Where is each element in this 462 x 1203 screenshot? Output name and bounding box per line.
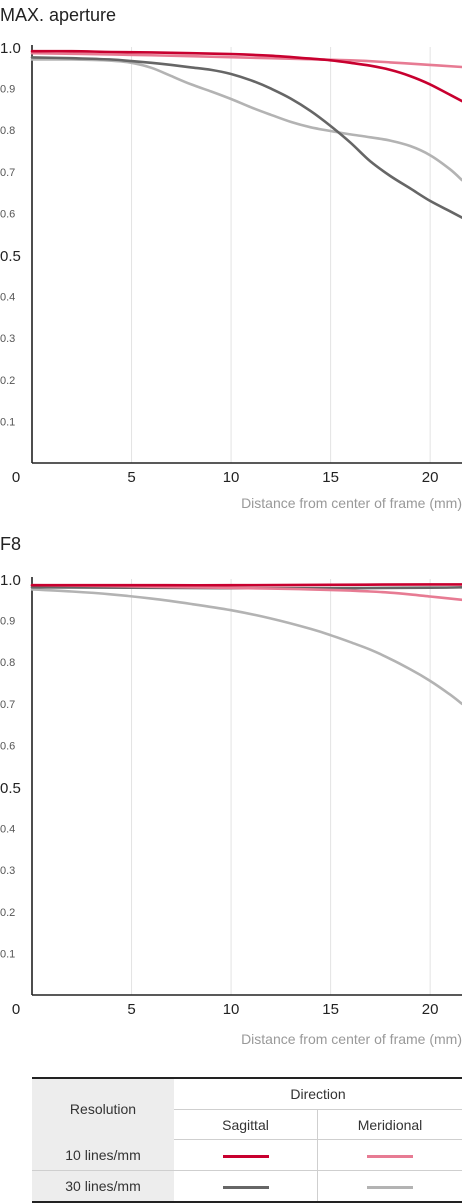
chart2-title: F8 (0, 534, 21, 554)
chart2-x-tick-label: 15 (322, 1001, 339, 1018)
legend-table: Resolution Direction Sagittal Meridional… (32, 1077, 462, 1203)
chart1-y-tick-label: 0.8 (0, 125, 15, 137)
chart1-series-line-3 (32, 57, 462, 217)
chart1-series-line-4 (32, 59, 462, 180)
chart1-y-tick-label: 0.9 (0, 84, 15, 96)
chart2-y-tick-label: 0.7 (0, 699, 15, 711)
direction-header: Direction (174, 1078, 462, 1110)
chart1-y-tick-label: 0.6 (0, 208, 15, 220)
chart2-y-tick-label: 0.9 (0, 616, 15, 628)
chart2-x-axis-label: Distance from center of frame (mm) (241, 1031, 462, 1047)
chart1-x-tick-label: 5 (127, 469, 135, 486)
chart1-title: MAX. aperture (0, 5, 116, 25)
chart2-x-tick-label: 0 (12, 1001, 20, 1018)
chart1-y-tick-label: 0.7 (0, 167, 15, 179)
swatch-10-meridional (367, 1155, 413, 1158)
resolution-header: Resolution (32, 1078, 174, 1140)
chart2-y-tick-label: 0.5 (0, 780, 21, 797)
swatch-30-sagittal (223, 1186, 269, 1189)
chart2-x-tick-label: 5 (127, 1001, 135, 1018)
swatch-30-meridional (367, 1186, 413, 1189)
chart2-series-line-4 (32, 589, 462, 703)
chart2-x-tick-label: 10 (223, 1001, 240, 1018)
chart2-series-line-1 (32, 584, 462, 585)
chart1-x-tick-label: 15 (322, 469, 339, 486)
chart2-y-tick-label: 0.8 (0, 657, 15, 669)
chart1-y-tick-label: 1.0 (0, 40, 21, 57)
chart2-y-tick-label: 0.2 (0, 907, 15, 919)
mtf-charts: MAX. aperture 1.0 0.9 0.8 0.7 0.6 0.5 0.4 0.3 0.2… (0, 0, 462, 1060)
chart1-y-tick-label: 0.5 (0, 248, 21, 265)
chart1-y-tick-label: 0.4 (0, 292, 15, 304)
meridional-header: Meridional (318, 1110, 462, 1140)
chart2-y-tick-label: 1.0 (0, 572, 21, 589)
chart2-y-tick-label: 0.1 (0, 948, 15, 960)
row-label-10-lines: 10 lines/mm (32, 1140, 174, 1171)
chart1-x-tick-label: 20 (422, 469, 439, 486)
chart1-y-tick-label: 0.1 (0, 416, 15, 428)
chart2-y-tick-label: 0.3 (0, 865, 15, 877)
chart1-x-tick-label: 0 (12, 469, 20, 486)
swatch-10-sagittal (223, 1155, 269, 1158)
chart1-x-axis-label: Distance from center of frame (mm) (241, 495, 462, 511)
chart2-x-tick-label: 20 (422, 1001, 439, 1018)
row-label-30-lines: 30 lines/mm (32, 1171, 174, 1203)
chart1-x-tick-label: 10 (223, 469, 240, 486)
chart2-y-tick-label: 0.6 (0, 740, 15, 752)
chart1-y-tick-label: 0.2 (0, 375, 15, 387)
sagittal-header: Sagittal (174, 1110, 318, 1140)
chart2-y-tick-label: 0.4 (0, 824, 15, 836)
chart1-y-tick-label: 0.3 (0, 333, 15, 345)
